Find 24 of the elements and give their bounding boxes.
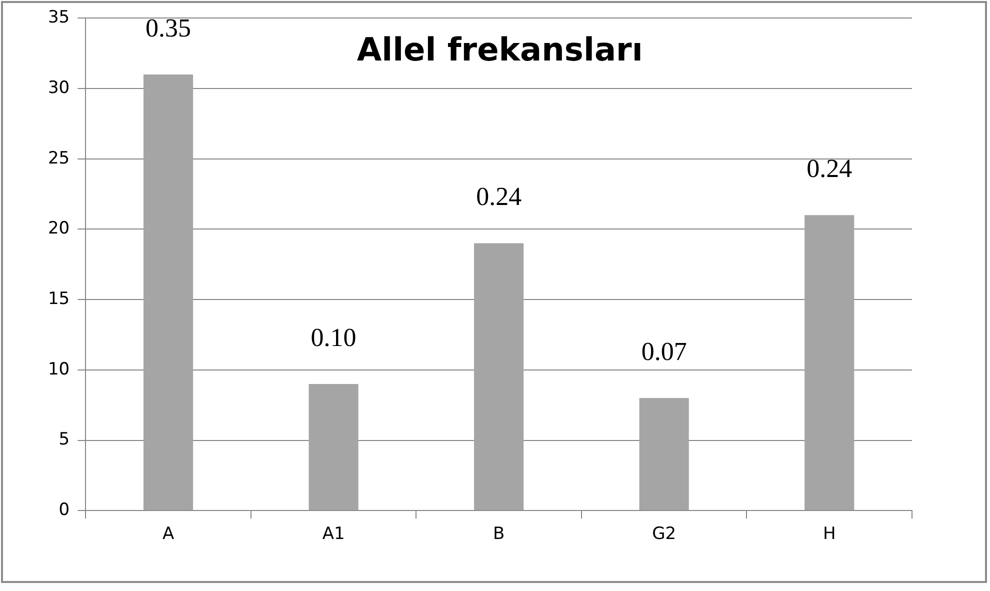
bar [804, 215, 854, 510]
y-tick-label: 30 [48, 78, 70, 98]
bar [474, 243, 524, 510]
annotation: 0.07 [641, 336, 687, 366]
y-tick-label: 0 [58, 500, 70, 520]
chart-title: Allel frekansları [356, 30, 643, 69]
x-tick-label: B [492, 524, 505, 544]
y-tick-label: 20 [48, 218, 70, 239]
bar [639, 398, 689, 510]
y-tick-label: 10 [48, 359, 70, 380]
y-tick-label: 35 [48, 8, 70, 28]
annotation: 0.24 [806, 154, 852, 183]
bar [143, 74, 194, 510]
y-tick-label: 15 [48, 288, 70, 309]
y-tick-label: 5 [58, 430, 70, 450]
x-tick-label: H [822, 524, 836, 544]
bar [308, 384, 358, 510]
x-tick-label: A1 [322, 524, 345, 544]
annotation: 0.10 [310, 322, 356, 352]
x-tick-label: G2 [652, 524, 676, 544]
annotation: 0.24 [476, 182, 522, 212]
x-tick-label: A [162, 524, 174, 544]
annotation: 0.35 [146, 13, 192, 42]
y-tick-label: 25 [48, 148, 70, 168]
